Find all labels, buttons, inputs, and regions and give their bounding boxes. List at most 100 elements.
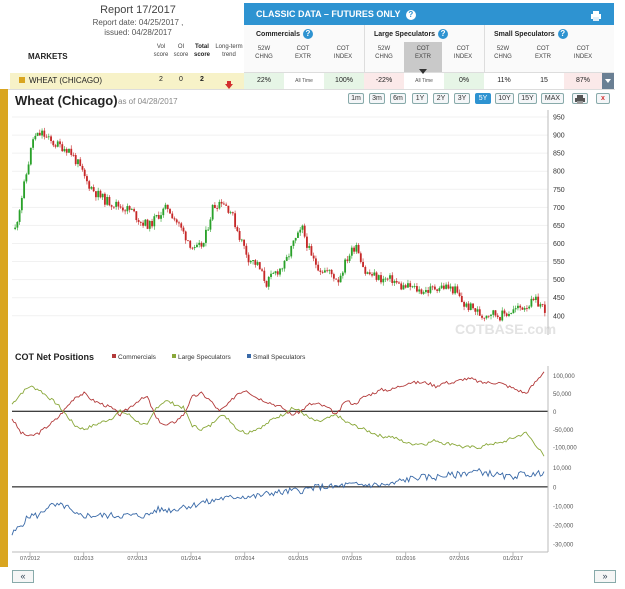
previous-page-button[interactable]: «: [12, 570, 34, 583]
range-1y-button[interactable]: 1Y: [412, 93, 428, 104]
price-candle: [510, 313, 513, 314]
price-candle: [335, 278, 338, 280]
price-candle: [523, 308, 526, 310]
price-candle: [117, 201, 120, 207]
expand-row-button[interactable]: [602, 73, 614, 89]
price-candle: [359, 253, 362, 262]
price-candle: [521, 307, 524, 310]
price-candle: [254, 260, 257, 265]
col-commercials-index[interactable]: COT INDEX: [333, 46, 353, 60]
price-candle: [404, 285, 407, 288]
small-speculators-line: [11, 467, 545, 536]
price-candle: [306, 236, 308, 248]
price-candle: [101, 193, 104, 198]
price-candle: [189, 240, 192, 248]
range-10y-button[interactable]: 10Y: [495, 93, 514, 104]
range-15y-button[interactable]: 15Y: [518, 93, 537, 104]
col-commercials-52w[interactable]: 52W CHNG: [255, 46, 273, 60]
price-candle: [222, 203, 225, 205]
x-tick-label: 01/2017: [503, 556, 523, 562]
price-ytick-label: 750: [553, 187, 565, 194]
long-term-trend-header: Long-term trend: [215, 44, 243, 58]
price-candle: [483, 317, 486, 319]
price-candle: [243, 239, 246, 246]
x-tick-label: 07/2016: [449, 556, 469, 562]
price-candle: [481, 315, 483, 318]
range-2y-button[interactable]: 2Y: [433, 93, 449, 104]
col-small-extr[interactable]: COT EXTR: [534, 46, 551, 60]
price-candle: [81, 165, 84, 170]
range-5y-button[interactable]: 5Y: [475, 93, 491, 104]
price-candle: [97, 190, 100, 198]
price-candle: [463, 301, 465, 307]
price-candle: [68, 148, 70, 153]
sort-down-icon[interactable]: [419, 62, 427, 74]
price-candle: [534, 296, 537, 300]
print-chart-button[interactable]: [572, 93, 588, 104]
price-ytick-label: 550: [553, 259, 565, 266]
price-candle: [501, 310, 504, 321]
help-icon[interactable]: ?: [557, 29, 568, 39]
help-icon[interactable]: ?: [405, 9, 416, 20]
market-name[interactable]: WHEAT (CHICAGO): [29, 76, 103, 85]
price-candle: [70, 148, 73, 155]
group-commercials: Commercials?: [256, 29, 313, 39]
price-candle: [485, 315, 488, 319]
price-candle: [377, 275, 380, 280]
col-small-52w[interactable]: 52W CHNG: [494, 46, 512, 60]
range-max-button[interactable]: MAX: [541, 93, 564, 104]
price-candle: [346, 259, 349, 261]
print-icon[interactable]: [590, 8, 602, 21]
range-6m-button[interactable]: 6m: [390, 93, 406, 104]
price-candle: [436, 289, 439, 291]
oi-score: 0: [179, 76, 183, 83]
total-score-header: Total score: [193, 44, 210, 58]
next-page-button[interactable]: »: [594, 570, 616, 583]
comm-index-cell: 100%: [324, 73, 364, 89]
price-candle: [478, 309, 481, 316]
legend-label: Commercials: [118, 354, 157, 361]
price-candle: [16, 221, 19, 228]
comm-52w-cell: 22%: [244, 73, 284, 89]
col-large-extr[interactable]: COT EXTR: [414, 46, 431, 60]
cot-ytick-label: 50,000: [553, 392, 572, 398]
price-candle: [155, 215, 158, 217]
price-candle: [160, 215, 162, 219]
price-candle: [234, 213, 237, 228]
col-commercials-extr[interactable]: COT EXTR: [294, 46, 311, 60]
price-candle: [211, 204, 214, 220]
report-date: Report date: 04/25/2017 ,: [92, 18, 184, 27]
x-tick-label: 01/2016: [396, 556, 416, 562]
price-candle: [213, 204, 216, 209]
sorted-column-highlight: [404, 42, 442, 72]
col-large-index[interactable]: COT INDEX: [453, 46, 473, 60]
range-1m-button[interactable]: 1m: [348, 93, 364, 104]
price-candle: [389, 275, 391, 279]
price-candle: [231, 212, 234, 214]
price-candle: [218, 201, 221, 209]
oi-score-header: OI score: [173, 44, 189, 58]
help-icon[interactable]: ?: [302, 29, 313, 39]
price-candle: [146, 219, 149, 229]
price-candle: [47, 136, 50, 138]
price-candle: [537, 296, 540, 307]
price-candle: [191, 247, 194, 249]
price-candle: [310, 246, 313, 256]
price-candle: [512, 309, 515, 314]
price-candle: [393, 281, 396, 283]
help-icon[interactable]: ?: [438, 29, 449, 39]
chart-asof: as of 04/28/2017: [118, 97, 178, 106]
price-candle: [438, 288, 441, 291]
price-candle: [20, 198, 23, 211]
price-candle: [503, 310, 506, 314]
col-small-index[interactable]: COT INDEX: [573, 46, 593, 60]
market-row[interactable]: [10, 73, 244, 89]
close-icon[interactable]: x: [596, 93, 610, 104]
price-candle: [447, 284, 450, 289]
col-large-52w[interactable]: 52W CHNG: [375, 46, 393, 60]
range-3m-button[interactable]: 3m: [369, 93, 385, 104]
price-candle: [451, 286, 454, 294]
range-3y-button[interactable]: 3Y: [454, 93, 470, 104]
classic-data-title: CLASSIC DATA – FUTURES ONLY: [256, 9, 401, 19]
